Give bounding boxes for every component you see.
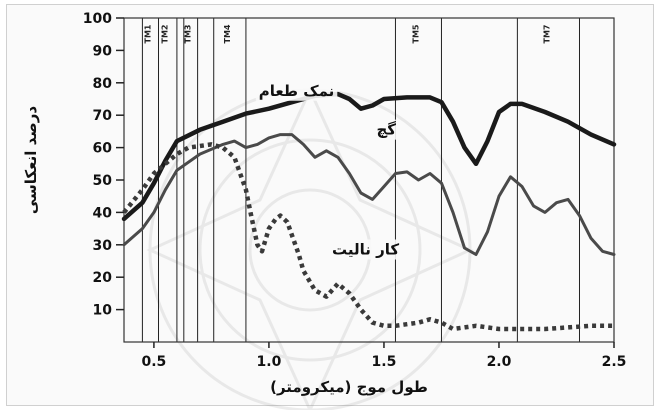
y-tick-label-60: 60 xyxy=(93,141,113,157)
series-line-0 xyxy=(121,91,617,222)
x-tick-label-2: 1.5 xyxy=(372,354,397,370)
series-label-2: کار نالیت xyxy=(332,241,399,259)
y-tick-label-40: 40 xyxy=(93,205,113,221)
y-tick-label-80: 80 xyxy=(93,76,113,92)
band-label-tm3: TM3 xyxy=(184,25,193,44)
series-label-0: نمک طعام xyxy=(259,82,335,100)
series-label-bg-0 xyxy=(255,80,338,101)
y-axis-title: درصد انعکاسی xyxy=(22,106,40,215)
band-label-tm5: TM5 xyxy=(411,24,420,43)
y-tick-label-20: 20 xyxy=(93,270,113,286)
series-line-2 xyxy=(122,142,614,332)
y-tick-label-10: 10 xyxy=(93,303,113,319)
x-tick-label-0: 0.5 xyxy=(141,354,166,370)
series-label-bg-1 xyxy=(373,119,400,140)
y-tick-label-90: 90 xyxy=(93,43,113,59)
band-label-tm4: TM4 xyxy=(223,24,232,43)
y-tick-label-100: 100 xyxy=(83,11,112,27)
series-line-1 xyxy=(122,133,616,256)
band-label-tm2: TM2 xyxy=(161,25,170,44)
series-label-1: گچ xyxy=(376,121,396,139)
series-label-bg-2 xyxy=(328,239,403,260)
y-tick-label-30: 30 xyxy=(93,238,113,254)
y-tick-label-70: 70 xyxy=(93,108,113,124)
y-tick-label-50: 50 xyxy=(93,173,113,189)
figure-frame xyxy=(6,4,654,406)
x-tick-label-4: 2.5 xyxy=(602,354,627,370)
x-tick-label-1: 1.0 xyxy=(257,354,282,370)
x-tick-label-3: 2.0 xyxy=(487,354,512,370)
band-label-tm1: TM1 xyxy=(143,24,152,43)
band-label-tm7: TM7 xyxy=(543,25,552,44)
x-axis-title: طول موج (میکرومتر) xyxy=(270,378,428,396)
